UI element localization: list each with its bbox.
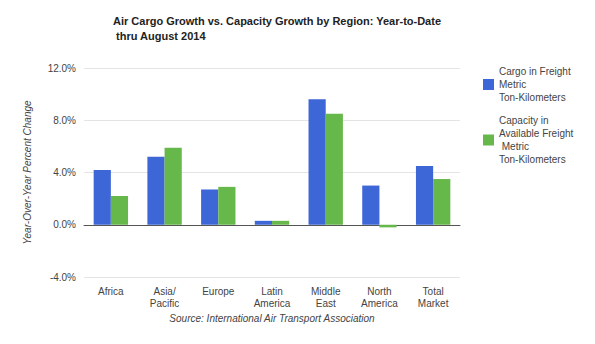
svg-text:Africa: Africa [98, 286, 124, 297]
svg-text:Metric: Metric [499, 141, 532, 152]
svg-text:Ton-Kilometers: Ton-Kilometers [499, 154, 566, 165]
svg-text:Pacific: Pacific [150, 298, 179, 309]
svg-text:Metric: Metric [499, 79, 529, 90]
svg-text:Capacity in: Capacity in [499, 115, 551, 126]
svg-text:12.0%: 12.0% [48, 63, 76, 74]
svg-text:4.0%: 4.0% [53, 167, 76, 178]
svg-text:America: America [254, 298, 291, 309]
svg-text:8.0%: 8.0% [53, 115, 76, 126]
svg-text:America: America [361, 298, 398, 309]
svg-text:thru August 2014: thru August 2014 [113, 30, 206, 42]
svg-text:Latin: Latin [261, 286, 283, 297]
svg-text:East: East [316, 298, 336, 309]
svg-text:North: North [367, 286, 391, 297]
svg-text:Total: Total [423, 286, 444, 297]
svg-text:Year-Over-Year Percent Change: Year-Over-Year Percent Change [22, 100, 33, 245]
svg-text:0.0%: 0.0% [53, 219, 76, 230]
svg-text:Available Freight: Available Freight [499, 128, 574, 139]
svg-text:Cargo in Freight: Cargo in Freight [499, 66, 573, 77]
svg-text:Source: International Air Tran: Source: International Air Transport Asso… [169, 313, 375, 324]
svg-text:Air Cargo Growth vs. Capacity: Air Cargo Growth vs. Capacity Growth by … [113, 15, 441, 27]
svg-text:Europe: Europe [202, 286, 235, 297]
svg-text:Market: Market [418, 298, 449, 309]
svg-text:Middle: Middle [311, 286, 341, 297]
svg-text:Asia/: Asia/ [153, 286, 175, 297]
svg-text:-4.0%: -4.0% [50, 272, 76, 283]
svg-text:Ton-Kilometers: Ton-Kilometers [499, 92, 566, 103]
